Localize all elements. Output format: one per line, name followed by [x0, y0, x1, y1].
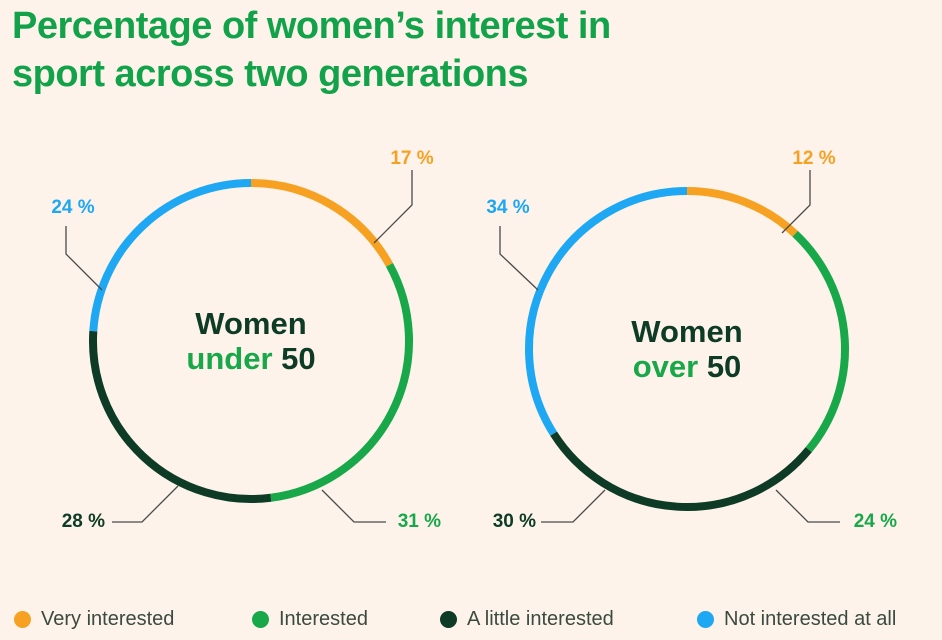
center-label-line-1: Women [631, 314, 742, 349]
value-label-interested: 24 % [854, 511, 897, 532]
center-label-accent: under [186, 341, 281, 376]
donut-segment-interested [270, 262, 413, 502]
legend-item-not-interested: Not interested at all [697, 608, 896, 631]
leader-line-very-interested [373, 170, 413, 244]
center-label-accent: over [633, 349, 707, 384]
legend-label-not-interested: Not interested at all [724, 608, 897, 630]
legend-label-a-little-interested: A little interested [467, 608, 614, 630]
leader-line-not-interested [499, 226, 539, 291]
leader-line-a-little-interested [541, 489, 606, 523]
legend-item-a-little-interested: A little interested [440, 608, 614, 631]
leader-line-very-interested [781, 170, 811, 234]
center-label-line-1: Women [195, 306, 306, 341]
donut-segment-very-interested [686, 187, 798, 237]
value-label-not-interested: 24 % [51, 197, 94, 218]
legend-swatch-interested [252, 611, 269, 628]
legend-label-interested: Interested [279, 608, 368, 630]
legend-swatch-very-interested [14, 611, 31, 628]
value-label-very-interested: 17 % [390, 148, 433, 169]
donut-segment-interested [792, 230, 849, 453]
donut-segment-a-little-interested [89, 330, 272, 503]
value-label-not-interested: 34 % [486, 197, 529, 218]
center-label-age: 50 [707, 349, 741, 384]
chart-title: Percentage of women’s interest in sport … [12, 2, 912, 98]
value-label-a-little-interested: 28 % [62, 511, 105, 532]
value-label-a-little-interested: 30 % [493, 511, 536, 532]
center-label-line-2: over 50 [633, 349, 742, 384]
legend-swatch-not-interested [697, 611, 714, 628]
value-label-interested: 31 % [398, 511, 441, 532]
legend-label-very-interested: Very interested [41, 608, 175, 630]
leader-line-interested [775, 489, 840, 523]
legend: Very interested Interested A little inte… [0, 600, 942, 640]
donut-segment-a-little-interested [550, 431, 812, 511]
leader-line-not-interested [65, 226, 103, 291]
chart-title-line-2: sport across two generations [12, 53, 529, 95]
donut-segment-not-interested [525, 187, 688, 436]
donut-segment-not-interested [89, 179, 252, 332]
legend-item-very-interested: Very interested [14, 608, 174, 631]
leader-line-interested [321, 489, 386, 523]
leader-line-a-little-interested [112, 485, 179, 523]
chart-title-line-1: Percentage of women’s interest in [12, 5, 611, 47]
value-label-very-interested: 12 % [792, 148, 835, 169]
center-label-age: 50 [281, 341, 315, 376]
center-label-line-2: under 50 [186, 341, 315, 376]
legend-swatch-a-little-interested [440, 611, 457, 628]
legend-item-interested: Interested [252, 608, 368, 631]
donut-segment-very-interested [250, 179, 393, 267]
